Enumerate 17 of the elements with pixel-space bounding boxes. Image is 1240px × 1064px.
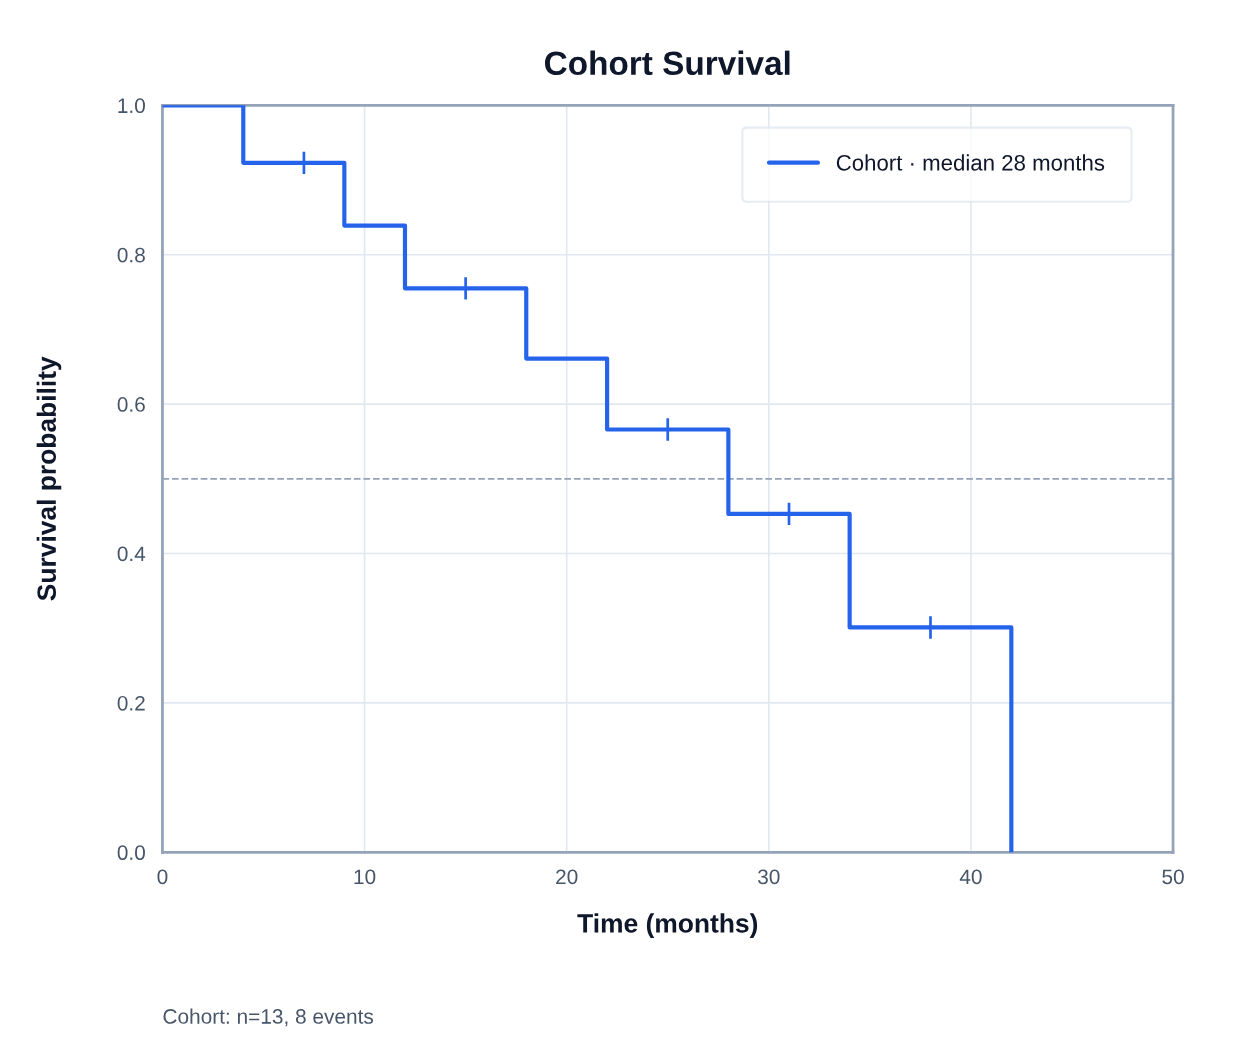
- y-tick-label: 0.8: [117, 247, 145, 263]
- x-tick-label: 0: [157, 869, 168, 885]
- x-tick-label: 40: [959, 869, 982, 885]
- y-tick-label: 0.2: [117, 695, 145, 711]
- chart-title: Cohort Survival: [545, 50, 790, 76]
- x-tick-label: 20: [556, 869, 578, 885]
- y-tick-label: 0.6: [117, 397, 145, 412]
- text: Cohort: n=13, 8 events: [163, 1008, 374, 1027]
- y-tick-label: 1.0: [118, 98, 145, 114]
- x-tick-label: 30: [758, 869, 780, 885]
- y-tick-label: 0.0: [117, 845, 145, 861]
- x-tick-label: 50: [1162, 869, 1184, 885]
- y-tick-label: 0.4: [117, 546, 146, 562]
- legend-label: Cohort · median 28 months: [836, 154, 1105, 171]
- y-axis-title: Survival probability: [36, 356, 62, 601]
- x-axis-title: Time (months): [577, 913, 758, 938]
- x-tick-label: 10: [354, 869, 376, 885]
